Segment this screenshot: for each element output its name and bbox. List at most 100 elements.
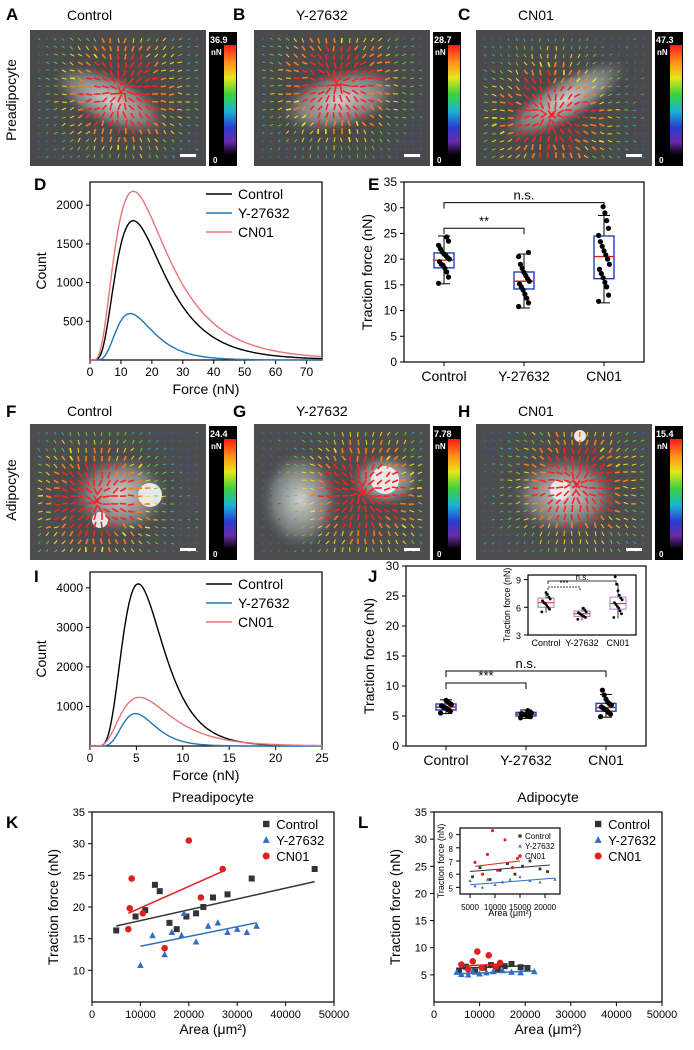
force-vector <box>379 431 383 437</box>
force-vector <box>608 515 613 521</box>
force-vector <box>162 122 167 127</box>
force-vector <box>377 531 383 537</box>
force-vector <box>601 53 605 57</box>
force-vector <box>615 463 621 468</box>
force-vector <box>349 455 352 463</box>
force-vector <box>195 148 199 151</box>
colorbar-gradient <box>224 439 236 549</box>
force-vector <box>507 525 511 529</box>
inset-data-point <box>577 611 580 615</box>
force-vector <box>269 431 273 434</box>
force-vector <box>555 539 559 545</box>
force-vector <box>85 522 91 529</box>
force-vector <box>581 101 589 104</box>
force-vector <box>417 471 423 474</box>
force-vector <box>385 115 391 119</box>
force-vector <box>483 131 488 135</box>
force-vector <box>568 136 573 143</box>
force-vector <box>507 37 510 41</box>
force-vector <box>376 514 383 521</box>
force-vector <box>77 37 82 42</box>
force-vector <box>507 517 512 521</box>
force-vector <box>563 439 567 446</box>
force-vector <box>261 543 265 545</box>
force-vector <box>418 84 423 87</box>
micrograph-title: Control <box>67 7 112 23</box>
colorbar-max: 36.9 <box>210 35 228 45</box>
force-vector <box>411 540 415 545</box>
force-vector <box>515 136 521 143</box>
y-tick-label: 35 <box>73 807 85 819</box>
force-vector <box>61 116 66 119</box>
force-vector <box>610 539 613 545</box>
marker-triangle <box>464 971 472 978</box>
legend-label: Y-27632 <box>238 205 290 221</box>
force-vector <box>395 539 399 545</box>
force-vector <box>417 518 423 521</box>
force-vector <box>583 154 589 159</box>
panel-letter-f: F <box>6 402 16 421</box>
force-vector <box>507 109 514 112</box>
force-vector <box>85 479 91 487</box>
force-vector <box>53 526 59 529</box>
force-vector <box>285 130 290 135</box>
marker-square <box>151 881 158 888</box>
force-vector <box>531 129 539 135</box>
force-vector <box>523 85 530 91</box>
force-vector <box>261 131 265 135</box>
force-vector <box>402 532 407 537</box>
force-vector <box>187 439 191 442</box>
force-vector <box>179 463 183 466</box>
force-vector <box>108 439 111 445</box>
x-tick-label: 10000 <box>125 1009 156 1021</box>
force-vector <box>101 104 107 111</box>
force-vector <box>640 494 645 497</box>
force-vector <box>261 526 265 529</box>
force-vector <box>593 439 597 446</box>
force-vector <box>365 146 367 151</box>
force-vector <box>402 99 407 103</box>
category-label: CN01 <box>588 752 624 768</box>
force-vector <box>363 505 367 513</box>
force-vector <box>102 495 111 498</box>
force-vector <box>377 463 383 470</box>
panel-letter-j: J <box>368 567 377 586</box>
force-vector <box>515 485 521 489</box>
force-vector <box>132 136 135 143</box>
force-vector <box>53 455 58 460</box>
force-vector <box>107 471 111 479</box>
force-vector <box>177 116 183 119</box>
force-vector <box>109 102 113 111</box>
force-vector <box>103 487 111 492</box>
force-vector <box>409 463 415 466</box>
force-vector <box>162 487 167 490</box>
force-vector <box>77 495 85 499</box>
force-vector <box>523 61 528 66</box>
force-vector <box>605 479 613 482</box>
force-vector <box>403 140 407 143</box>
force-vector <box>160 108 167 111</box>
force-vector <box>574 138 581 143</box>
force-vector <box>139 153 143 159</box>
force-vector <box>334 83 343 87</box>
force-vector <box>523 524 528 529</box>
force-vector <box>121 463 127 469</box>
force-vector <box>625 540 629 545</box>
data-point <box>605 292 612 298</box>
force-vector <box>309 487 315 491</box>
x-tick-label: 20000 <box>510 1009 541 1021</box>
force-vector <box>325 540 330 545</box>
force-vector <box>523 518 529 521</box>
force-vector <box>156 431 159 435</box>
force-vector <box>125 145 128 151</box>
cell-body <box>271 62 409 138</box>
force-vector <box>507 549 511 553</box>
force-vector <box>261 100 266 103</box>
force-vector <box>411 431 415 435</box>
force-vector <box>616 77 621 80</box>
force-vector <box>37 45 41 47</box>
force-vector <box>163 447 167 451</box>
force-vector <box>507 146 513 151</box>
force-vector <box>277 431 280 435</box>
force-vector <box>507 138 513 143</box>
